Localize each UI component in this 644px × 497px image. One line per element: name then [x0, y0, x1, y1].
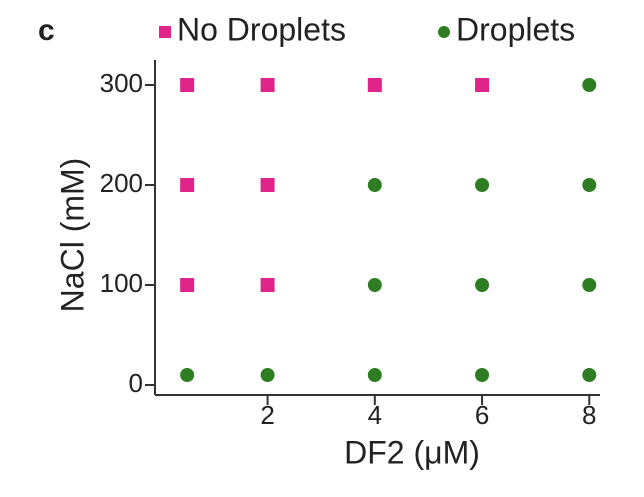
y-tick-label: 100: [100, 268, 143, 298]
point: [367, 368, 382, 382]
y-axis-title: NaCl (mM): [54, 158, 90, 313]
point: [260, 178, 275, 192]
x-tick-label: 4: [368, 400, 382, 430]
point: [180, 278, 195, 292]
point: [367, 278, 382, 292]
y-tick-label: 200: [100, 168, 143, 198]
y-tick-label: 0: [129, 368, 143, 398]
point: [260, 368, 275, 382]
point: [582, 78, 597, 92]
legend-marker: [159, 26, 171, 38]
point: [475, 78, 490, 92]
x-axis-title: DF2 (μM): [344, 434, 480, 470]
point: [260, 78, 275, 92]
y-tick-label: 300: [100, 68, 143, 98]
panel-label: c: [38, 14, 55, 47]
point: [367, 78, 382, 92]
point: [475, 278, 490, 292]
point: [582, 368, 597, 382]
point: [180, 368, 195, 382]
legend-marker: [438, 26, 450, 38]
x-tick-label: 8: [582, 400, 596, 430]
point: [475, 368, 490, 382]
x-tick-label: 6: [475, 400, 489, 430]
legend-label: No Droplets: [177, 11, 346, 47]
point: [260, 278, 275, 292]
point: [582, 278, 597, 292]
x-tick-label: 2: [260, 400, 274, 430]
legend-label: Droplets: [456, 11, 575, 47]
point: [582, 178, 597, 192]
point: [180, 178, 195, 192]
point: [475, 178, 490, 192]
point: [367, 178, 382, 192]
point: [180, 78, 195, 92]
